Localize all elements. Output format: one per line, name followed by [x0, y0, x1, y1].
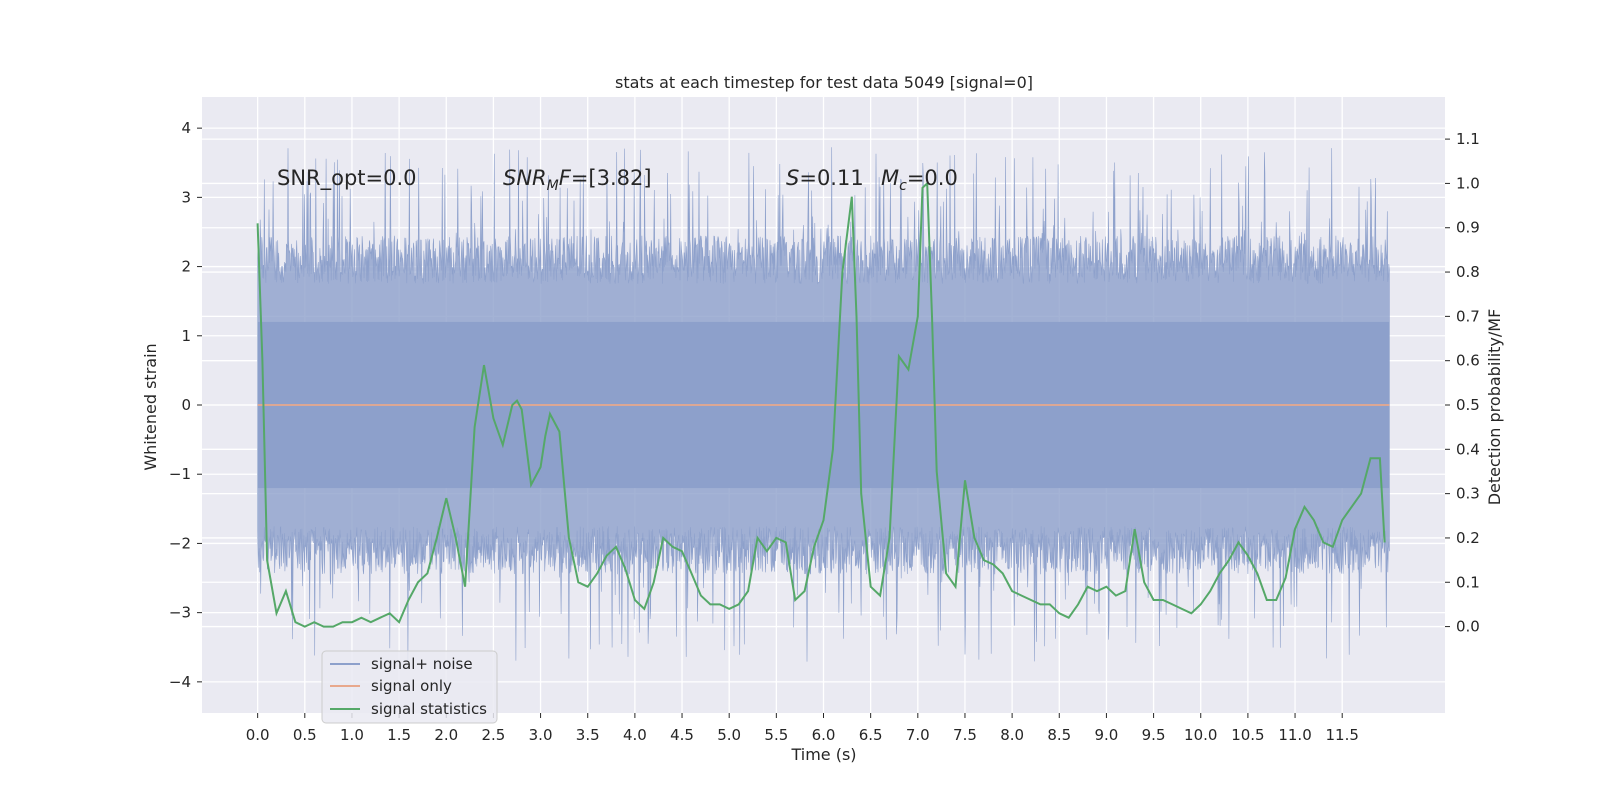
y2-tick-label: 0.8	[1456, 263, 1480, 281]
annotation-snr-mf-tail: F	[559, 166, 572, 190]
y-tick-label: 2	[181, 258, 191, 276]
x-tick-label: 10.5	[1231, 726, 1264, 744]
annotation-s: S=0.11	[786, 166, 864, 190]
annotation-snr-mf: SNRMF=[3.82]	[503, 166, 652, 194]
x-tick-label: 0.0	[246, 726, 270, 744]
x-tick-label: 2.5	[481, 726, 505, 744]
x-axis-label: Time (s)	[790, 745, 856, 764]
x-tick-label: 2.0	[434, 726, 458, 744]
legend: signal+ noise signal only signal statist…	[321, 650, 498, 724]
x-tick-label: 9.0	[1094, 726, 1118, 744]
y2-tick-label: 0.4	[1456, 440, 1480, 458]
y2-tick-label: 0.7	[1456, 307, 1480, 325]
y-tick-label: 4	[181, 119, 191, 137]
y-tick-label: −3	[169, 604, 191, 622]
x-tick-label: 1.0	[340, 726, 364, 744]
chart-title: stats at each timestep for test data 504…	[615, 73, 1033, 92]
annotation-snr-mf-sub: M	[547, 178, 559, 194]
ticks: 0.0 0.5 1.0 1.5 2.0 2.5 3.0 3.5 4.0 4.5 5.0 5.5 6.0 6…	[169, 119, 1480, 744]
x-tick-label: 10.0	[1184, 726, 1217, 744]
y2-tick-label: 0.0	[1456, 618, 1480, 636]
y2-axis-label: Detection probability/MF	[1485, 309, 1504, 506]
y2-tick-label: 0.2	[1456, 529, 1480, 547]
x-tick-label: 5.5	[764, 726, 788, 744]
annotation-mc-value: =0.0	[907, 166, 958, 190]
x-tick-label: 7.5	[953, 726, 977, 744]
x-tick-label: 11.0	[1278, 726, 1311, 744]
x-tick-label: 5.0	[717, 726, 741, 744]
annotation-snr-mf-value: =[3.82]	[571, 166, 652, 190]
legend-label-signal-statistics: signal statistics	[371, 700, 487, 718]
y2-tick-label: 0.6	[1456, 352, 1480, 370]
x-tick-label: 3.0	[529, 726, 553, 744]
y2-tick-label: 1.1	[1456, 130, 1480, 148]
x-tick-label: 1.5	[387, 726, 411, 744]
y2-tick-label: 0.1	[1456, 573, 1480, 591]
x-tick-label: 8.5	[1047, 726, 1071, 744]
y2-tick-label: 1.0	[1456, 174, 1480, 192]
y-axis-label: Whitened strain	[141, 343, 160, 470]
annotation-snr-opt: SNR_opt=0.0	[277, 166, 417, 191]
x-tick-label: 3.5	[576, 726, 600, 744]
y-tick-label: −2	[169, 534, 191, 552]
y-tick-label: 1	[181, 327, 191, 345]
annotation-snr-mf-base: SNR	[503, 166, 547, 190]
x-tick-label: 4.0	[623, 726, 647, 744]
y2-tick-label: 0.3	[1456, 485, 1480, 503]
x-tick-label: 0.5	[293, 726, 317, 744]
y-tick-label: 3	[181, 188, 191, 206]
x-tick-label: 11.5	[1325, 726, 1358, 744]
annotation-mc: Mc=0.0	[881, 166, 958, 194]
y2-tick-label: 0.9	[1456, 219, 1480, 237]
legend-label-signal-plus-noise: signal+ noise	[371, 655, 473, 673]
y-tick-label: −4	[169, 673, 191, 691]
x-tick-label: 7.0	[906, 726, 930, 744]
series-signal-statistics	[256, 181, 1386, 628]
y2-tick-label: 0.5	[1456, 396, 1480, 414]
annotation-mc-sub: c	[899, 178, 907, 194]
annotation-mc-base: M	[881, 166, 899, 190]
x-tick-label: 6.0	[812, 726, 836, 744]
y-tick-label: 0	[181, 396, 191, 414]
x-tick-label: 8.0	[1000, 726, 1024, 744]
annotation-s-value: =0.11	[799, 166, 863, 190]
x-tick-label: 4.5	[670, 726, 694, 744]
y-tick-label: −1	[169, 465, 191, 483]
annotation-s-symbol: S	[786, 166, 799, 190]
x-tick-label: 6.5	[859, 726, 883, 744]
x-tick-label: 9.5	[1142, 726, 1166, 744]
legend-box	[321, 650, 498, 724]
legend-label-signal-only: signal only	[371, 677, 452, 695]
